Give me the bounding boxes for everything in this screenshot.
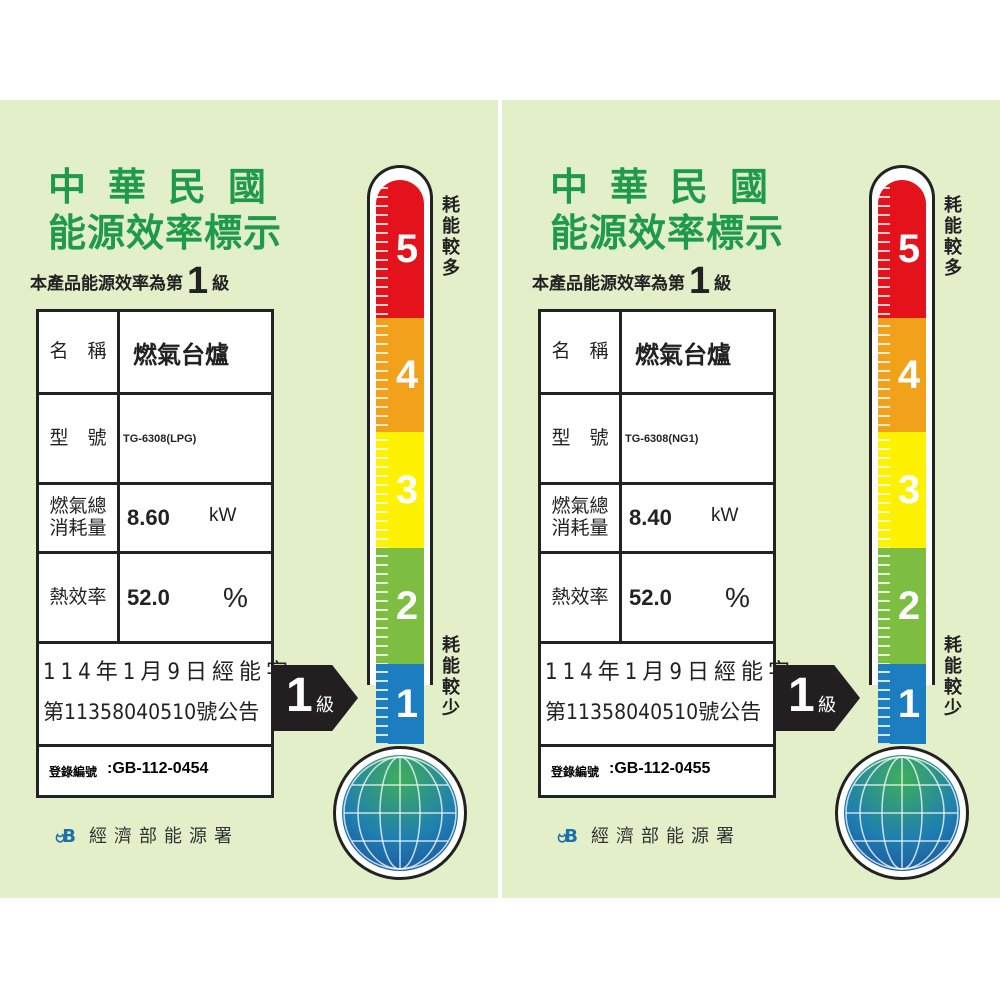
model-value: TG-6308(LPG) xyxy=(123,432,197,445)
scale-number: 4 xyxy=(395,352,419,397)
row-announcement: 114年1月9日經能字 第11358040510號公告 xyxy=(541,644,795,747)
scale-number: 5 xyxy=(897,226,921,271)
spec-table: 名 稱 燃氣台爐 型 號 TG-6308(NG1) 燃氣總消耗量 8.40 kW… xyxy=(538,309,795,798)
registration-value: :GB-112-0455 xyxy=(609,760,711,777)
name-label: 名 稱 xyxy=(39,312,120,392)
registration-number: GB-112-0454 xyxy=(112,760,209,777)
name-value: 燃氣台爐 xyxy=(133,340,229,369)
row-registration: 登錄編號 :GB-112-0454 xyxy=(39,747,271,798)
scale-level-4: 4 xyxy=(376,318,424,432)
row-model: 型 號 TG-6308(NG1) xyxy=(541,395,773,485)
row-consumption: 燃氣總消耗量 8.40 kW xyxy=(541,485,773,554)
row-model: 型 號 TG-6308(LPG) xyxy=(39,395,271,485)
agency-footer: ဗB 經濟部能源署 xyxy=(55,822,239,851)
energy-label-1: 中華民國 能源效率標示 本產品能源效率為第 1 級 名 稱 燃氣台爐 型 號 TG-… xyxy=(0,100,498,898)
agency-logo-icon: ဗB xyxy=(557,826,578,847)
grade-arrow: 1 級 xyxy=(272,665,358,731)
row-consumption: 燃氣總消耗量 8.60 kW xyxy=(39,485,271,554)
consumption-unit: kW xyxy=(711,505,739,526)
agency-name: 經濟部能源署 xyxy=(89,826,240,847)
grade-number: 1 xyxy=(187,260,209,302)
row-efficiency: 熱效率 52.0 % xyxy=(39,554,271,644)
efficiency-unit: % xyxy=(725,582,750,613)
grade-suffix: 級 xyxy=(714,274,732,294)
scale-number: 2 xyxy=(395,583,419,628)
globe-icon xyxy=(844,755,960,871)
registration-number: GB-112-0455 xyxy=(614,760,711,777)
grade-statement: 本產品能源效率為第 1 級 xyxy=(30,260,229,303)
consumption-label: 燃氣總消耗量 xyxy=(39,485,120,551)
scale-number: 1 xyxy=(395,681,419,726)
less-energy-label: 耗能較少 xyxy=(442,635,460,719)
model-label: 型 號 xyxy=(541,395,622,482)
grade-prefix: 本產品能源效率為第 xyxy=(532,274,685,294)
spec-table: 名 稱 燃氣台爐 型 號 TG-6308(LPG) 燃氣總消耗量 8.60 kW… xyxy=(36,309,293,798)
row-announcement: 114年1月9日經能字 第11358040510號公告 xyxy=(39,644,293,747)
arrow-grade: 1 xyxy=(286,669,313,722)
consumption-value: 8.60 xyxy=(127,505,170,530)
globe-icon xyxy=(342,755,458,871)
efficiency-label: 熱效率 xyxy=(39,554,120,641)
scale-level-2: 2 xyxy=(878,548,926,664)
agency-logo-icon: ဗB xyxy=(55,826,76,847)
scale-level-4: 4 xyxy=(878,318,926,432)
scale-level-1: 1 xyxy=(878,664,926,744)
scale-level-3: 3 xyxy=(878,432,926,548)
consumption-value: 8.40 xyxy=(629,505,672,530)
name-value: 燃氣台爐 xyxy=(635,340,731,369)
scale-level-1: 1 xyxy=(376,664,424,744)
title-label: 能源效率標示 xyxy=(550,211,785,255)
row-registration: 登錄編號 :GB-112-0455 xyxy=(541,747,773,798)
panel-divider xyxy=(498,100,502,898)
title-country: 中華民國 xyxy=(48,165,289,209)
more-energy-label: 耗能較多 xyxy=(944,195,962,279)
grade-prefix: 本產品能源效率為第 xyxy=(30,274,183,294)
announcement-line1: 114年1月9日經能字 xyxy=(545,660,795,685)
grade-suffix: 級 xyxy=(212,274,230,294)
row-name: 名 稱 燃氣台爐 xyxy=(39,312,271,395)
arrow-grade: 1 xyxy=(788,669,815,722)
model-label: 型 號 xyxy=(39,395,120,482)
scale-level-3: 3 xyxy=(376,432,424,548)
less-energy-label: 耗能較少 xyxy=(944,635,962,719)
registration-value: :GB-112-0454 xyxy=(107,760,209,777)
row-efficiency: 熱效率 52.0 % xyxy=(541,554,773,644)
consumption-unit: kW xyxy=(209,505,237,526)
scale-number: 2 xyxy=(897,583,921,628)
efficiency-value: 52.0 xyxy=(629,584,672,610)
announcement-line2: 第11358040510號公告 xyxy=(43,700,260,724)
model-value: TG-6308(NG1) xyxy=(625,432,699,445)
name-label: 名 稱 xyxy=(541,312,622,392)
more-energy-label: 耗能較多 xyxy=(442,195,460,279)
scale-number: 3 xyxy=(897,467,921,512)
grade-arrow: 1 級 xyxy=(774,665,860,731)
agency-footer: ဗB 經濟部能源署 xyxy=(557,822,741,851)
efficiency-value: 52.0 xyxy=(127,584,170,610)
scale-number: 1 xyxy=(897,681,921,726)
energy-label-2: 中華民國 能源效率標示 本產品能源效率為第 1 級 名 稱 燃氣台爐 型 號 TG-… xyxy=(502,100,1000,898)
grade-number: 1 xyxy=(689,260,711,302)
efficiency-label: 熱效率 xyxy=(541,554,622,641)
scale-level-2: 2 xyxy=(376,548,424,664)
announcement-line2: 第11358040510號公告 xyxy=(545,700,762,724)
title-label: 能源效率標示 xyxy=(48,211,283,255)
row-name: 名 稱 燃氣台爐 xyxy=(541,312,773,395)
scale-level-5: 5 xyxy=(878,180,926,318)
scale-number: 5 xyxy=(395,226,419,271)
scale-number: 4 xyxy=(897,352,921,397)
title-country: 中華民國 xyxy=(550,165,791,209)
scale-number: 3 xyxy=(395,467,419,512)
arrow-suffix: 級 xyxy=(316,695,334,716)
grade-statement: 本產品能源效率為第 1 級 xyxy=(532,260,731,303)
agency-name: 經濟部能源署 xyxy=(591,826,742,847)
registration-label: 登錄編號 xyxy=(551,765,600,779)
scale-level-5: 5 xyxy=(376,180,424,318)
efficiency-unit: % xyxy=(223,582,248,613)
consumption-label: 燃氣總消耗量 xyxy=(541,485,622,551)
arrow-suffix: 級 xyxy=(818,695,836,716)
registration-label: 登錄編號 xyxy=(49,765,98,779)
announcement-line1: 114年1月9日經能字 xyxy=(43,660,293,685)
